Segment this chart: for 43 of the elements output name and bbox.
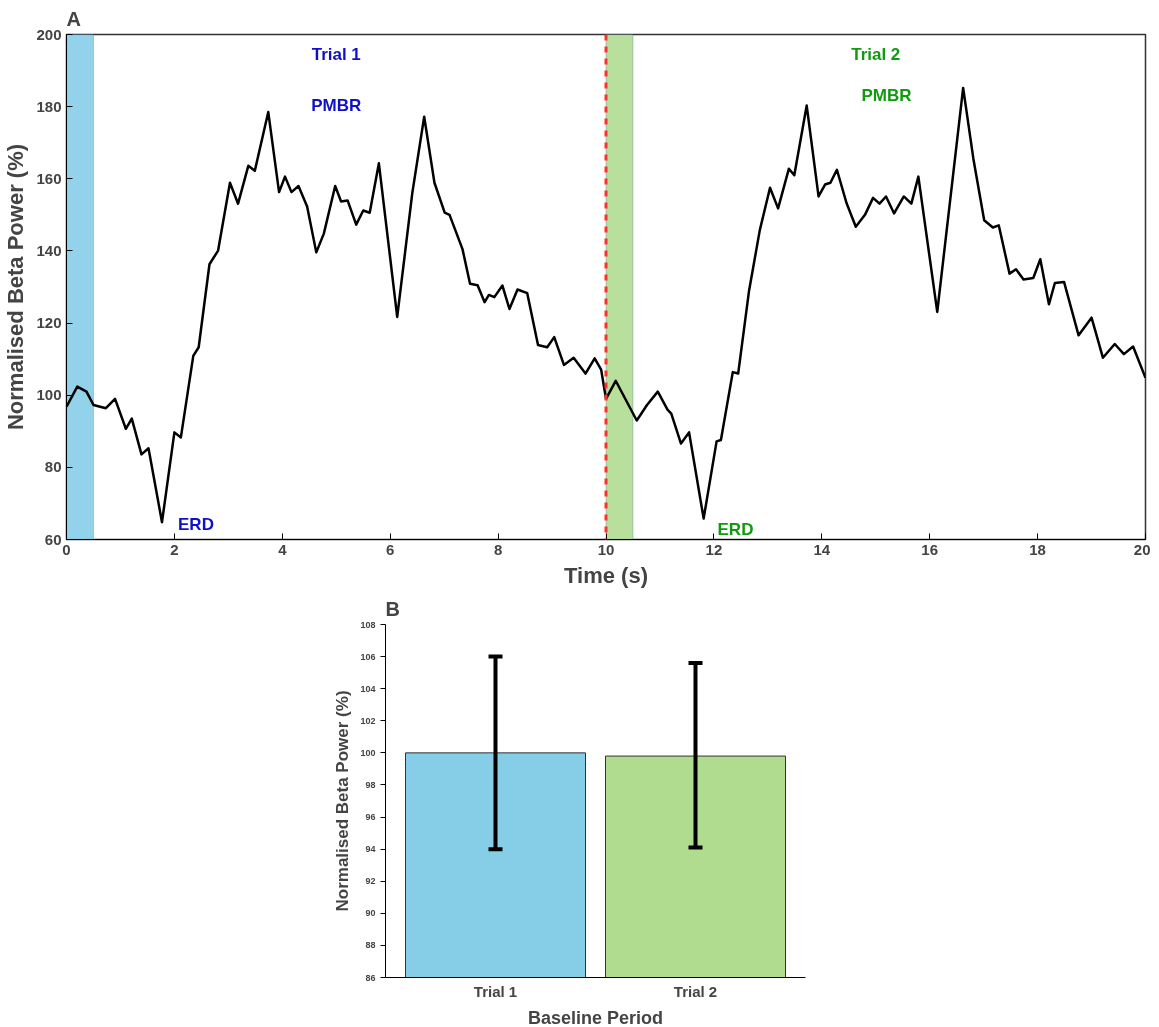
annotation: Trial 1: [311, 45, 361, 65]
annotation: PMBR: [311, 95, 362, 115]
y-tick-label: 180: [36, 97, 62, 115]
y-tick-label: 60: [44, 530, 62, 548]
x-tick-label: 16: [921, 540, 939, 558]
annotation: Trial 2: [851, 45, 901, 65]
y-tick-label: 104: [360, 683, 376, 694]
annotation: ERD: [717, 519, 754, 539]
x-tick-label: 4: [278, 540, 288, 558]
y-tick-label: 90: [365, 908, 376, 919]
y-tick-label: 102: [360, 715, 376, 726]
x-tick-label: 2: [170, 540, 179, 558]
y-tick-label: 160: [36, 169, 62, 187]
y-tick-label: 98: [365, 779, 376, 790]
x-axis-title: Time (s): [564, 562, 648, 588]
x-tick-label: 10: [597, 540, 615, 558]
chart-title: A: [66, 7, 81, 30]
y-tick-label: 100: [36, 386, 62, 404]
y-tick-label: 140: [36, 241, 62, 259]
x-tick-label: 0: [62, 540, 71, 558]
y-tick-label: 88: [365, 940, 376, 951]
x-tick-label: 20: [1133, 540, 1151, 558]
y-tick-label: 92: [365, 876, 376, 887]
x-tick-label: 14: [813, 540, 831, 558]
annotation: PMBR: [861, 85, 912, 105]
annotation: ERD: [178, 514, 214, 534]
x-tick-label: 12: [705, 540, 723, 558]
y-tick-label: 108: [360, 619, 376, 630]
y-tick-label: 200: [36, 25, 62, 43]
x-tick-label: 8: [493, 540, 503, 558]
y-tick-label: 86: [365, 972, 376, 983]
x-tick-label: 6: [386, 540, 395, 558]
y-tick-label: 100: [360, 747, 376, 758]
y-tick-label: 96: [365, 812, 376, 823]
y-tick-label: 80: [44, 458, 62, 476]
y-tick-label: 106: [360, 651, 376, 662]
y-axis-title: Normalised Beta Power (%): [333, 690, 353, 912]
chart-title: B: [385, 597, 400, 620]
x-tick-label: 18: [1029, 540, 1046, 558]
x-axis-title: Baseline Period: [527, 1007, 664, 1027]
y-tick-label: 94: [365, 844, 376, 855]
y-axis-title: Normalised Beta Power (%): [3, 143, 29, 431]
y-tick-label: 120: [36, 314, 62, 332]
